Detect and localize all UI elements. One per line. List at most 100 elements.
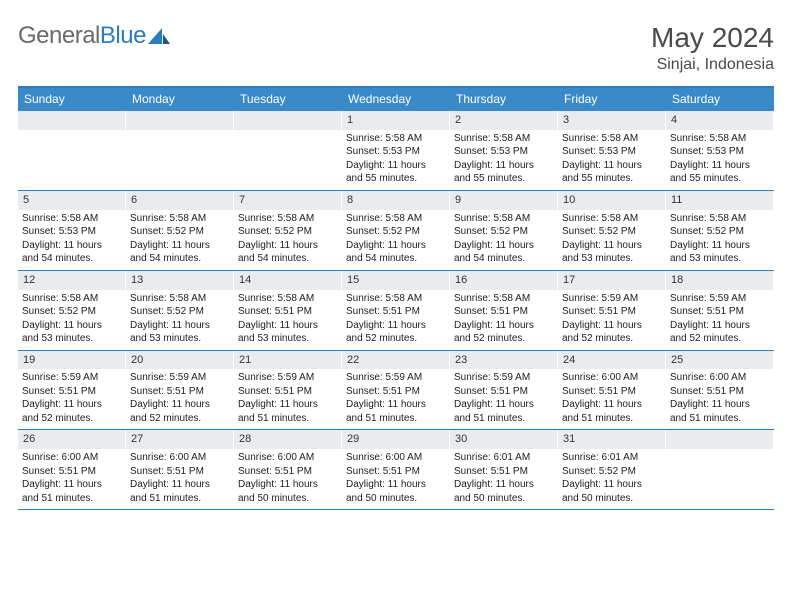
day-number: 29 xyxy=(342,430,449,449)
sunset-text: Sunset: 5:51 PM xyxy=(346,465,445,479)
day-number: 9 xyxy=(450,191,557,210)
daylight-text: Daylight: 11 hours and 51 minutes. xyxy=(238,398,337,425)
day-cell: 28Sunrise: 6:00 AMSunset: 5:51 PMDayligh… xyxy=(234,430,342,509)
sunset-text: Sunset: 5:51 PM xyxy=(130,465,229,479)
sunset-text: Sunset: 5:52 PM xyxy=(238,225,337,239)
sunrise-text: Sunrise: 5:59 AM xyxy=(238,371,337,385)
daylight-text: Daylight: 11 hours and 50 minutes. xyxy=(346,478,445,505)
day-number: 26 xyxy=(18,430,125,449)
day-details: Sunrise: 6:00 AMSunset: 5:51 PMDaylight:… xyxy=(558,371,665,425)
sunset-text: Sunset: 5:53 PM xyxy=(346,145,445,159)
day-cell: 2 Sunrise: 5:58 AMSunset: 5:53 PMDaylight… xyxy=(450,111,558,190)
sunset-text: Sunset: 5:53 PM xyxy=(22,225,121,239)
daylight-text: Daylight: 11 hours and 54 minutes. xyxy=(346,239,445,266)
sunrise-text: Sunrise: 5:58 AM xyxy=(562,132,661,146)
day-number-empty xyxy=(666,430,773,449)
logo: GeneralBlue xyxy=(18,22,170,50)
day-number: 1 xyxy=(342,111,449,130)
daylight-text: Daylight: 11 hours and 51 minutes. xyxy=(670,398,769,425)
day-cell: 23Sunrise: 5:59 AMSunset: 5:51 PMDayligh… xyxy=(450,351,558,430)
day-cell: 21Sunrise: 5:59 AMSunset: 5:51 PMDayligh… xyxy=(234,351,342,430)
sunset-text: Sunset: 5:53 PM xyxy=(562,145,661,159)
logo-text-gray: General xyxy=(18,22,100,50)
sunrise-text: Sunrise: 5:58 AM xyxy=(346,292,445,306)
daylight-text: Daylight: 11 hours and 53 minutes. xyxy=(130,319,229,346)
day-details: Sunrise: 5:59 AMSunset: 5:51 PMDaylight:… xyxy=(558,292,665,346)
day-number: 6 xyxy=(126,191,233,210)
day-details: Sunrise: 5:58 AMSunset: 5:52 PMDaylight:… xyxy=(234,212,341,266)
day-details: Sunrise: 5:58 AMSunset: 5:51 PMDaylight:… xyxy=(342,292,449,346)
day-number: 2 xyxy=(450,111,557,130)
daylight-text: Daylight: 11 hours and 52 minutes. xyxy=(562,319,661,346)
day-number: 15 xyxy=(342,271,449,290)
sunset-text: Sunset: 5:52 PM xyxy=(346,225,445,239)
day-number: 22 xyxy=(342,351,449,370)
daylight-text: Daylight: 11 hours and 50 minutes. xyxy=(454,478,553,505)
day-cell xyxy=(126,111,234,190)
daylight-text: Daylight: 11 hours and 55 minutes. xyxy=(454,159,553,186)
day-number: 4 xyxy=(666,111,773,130)
sunset-text: Sunset: 5:51 PM xyxy=(130,385,229,399)
daylight-text: Daylight: 11 hours and 51 minutes. xyxy=(130,478,229,505)
sunset-text: Sunset: 5:53 PM xyxy=(454,145,553,159)
day-details: Sunrise: 6:01 AMSunset: 5:52 PMDaylight:… xyxy=(558,451,665,505)
day-number: 8 xyxy=(342,191,449,210)
calendar-body: 1Sunrise: 5:58 AMSunset: 5:53 PMDaylight… xyxy=(18,111,774,510)
sunset-text: Sunset: 5:51 PM xyxy=(346,305,445,319)
day-number: 31 xyxy=(558,430,665,449)
sunrise-text: Sunrise: 5:58 AM xyxy=(562,212,661,226)
day-cell: 6Sunrise: 5:58 AMSunset: 5:52 PMDaylight… xyxy=(126,191,234,270)
day-details: Sunrise: 6:01 AMSunset: 5:51 PMDaylight:… xyxy=(450,451,557,505)
sunset-text: Sunset: 5:51 PM xyxy=(238,465,337,479)
day-number: 27 xyxy=(126,430,233,449)
daylight-text: Daylight: 11 hours and 55 minutes. xyxy=(562,159,661,186)
day-header: Thursday xyxy=(450,88,558,111)
sunrise-text: Sunrise: 6:00 AM xyxy=(22,451,121,465)
sunset-text: Sunset: 5:51 PM xyxy=(454,465,553,479)
sunrise-text: Sunrise: 5:58 AM xyxy=(346,212,445,226)
day-details: Sunrise: 5:58 AMSunset: 5:53 PMDaylight:… xyxy=(342,132,449,186)
daylight-text: Daylight: 11 hours and 52 minutes. xyxy=(22,398,121,425)
day-details: Sunrise: 5:59 AMSunset: 5:51 PMDaylight:… xyxy=(342,371,449,425)
day-number: 23 xyxy=(450,351,557,370)
day-details: Sunrise: 5:58 AMSunset: 5:52 PMDaylight:… xyxy=(18,292,125,346)
calendar-week: 19Sunrise: 5:59 AMSunset: 5:51 PMDayligh… xyxy=(18,351,774,431)
day-cell: 10Sunrise: 5:58 AMSunset: 5:52 PMDayligh… xyxy=(558,191,666,270)
calendar-week: 5Sunrise: 5:58 AMSunset: 5:53 PMDaylight… xyxy=(18,191,774,271)
day-details: Sunrise: 6:00 AMSunset: 5:51 PMDaylight:… xyxy=(342,451,449,505)
day-cell: 27Sunrise: 6:00 AMSunset: 5:51 PMDayligh… xyxy=(126,430,234,509)
day-cell: 26 Sunrise: 6:00 AMSunset: 5:51 PMDayligh… xyxy=(18,430,126,509)
sunrise-text: Sunrise: 5:58 AM xyxy=(130,212,229,226)
sunset-text: Sunset: 5:52 PM xyxy=(670,225,769,239)
day-number: 24 xyxy=(558,351,665,370)
day-cell: 5 Sunrise: 5:58 AMSunset: 5:53 PMDaylight… xyxy=(18,191,126,270)
daylight-text: Daylight: 11 hours and 52 minutes. xyxy=(670,319,769,346)
logo-sail-icon xyxy=(148,26,170,49)
header: GeneralBlue May 2024 Sinjai, Indonesia xyxy=(18,22,774,74)
day-details: Sunrise: 5:58 AMSunset: 5:53 PMDaylight:… xyxy=(18,212,125,266)
sunset-text: Sunset: 5:51 PM xyxy=(454,305,553,319)
title-area: May 2024 Sinjai, Indonesia xyxy=(651,22,774,74)
day-cell: 13Sunrise: 5:58 AMSunset: 5:52 PMDayligh… xyxy=(126,271,234,350)
day-cell: 19Sunrise: 5:59 AMSunset: 5:51 PMDayligh… xyxy=(18,351,126,430)
day-cell: 17 Sunrise: 5:59 AMSunset: 5:51 PMDayligh… xyxy=(558,271,666,350)
day-cell: 14Sunrise: 5:58 AMSunset: 5:51 PMDayligh… xyxy=(234,271,342,350)
sunrise-text: Sunrise: 5:59 AM xyxy=(130,371,229,385)
daylight-text: Daylight: 11 hours and 55 minutes. xyxy=(670,159,769,186)
day-number: 25 xyxy=(666,351,773,370)
day-cell: 20Sunrise: 5:59 AMSunset: 5:51 PMDayligh… xyxy=(126,351,234,430)
month-title: May 2024 xyxy=(651,22,774,54)
sunrise-text: Sunrise: 5:59 AM xyxy=(670,292,769,306)
day-number: 5 xyxy=(18,191,125,210)
daylight-text: Daylight: 11 hours and 52 minutes. xyxy=(346,319,445,346)
daylight-text: Daylight: 11 hours and 53 minutes. xyxy=(22,319,121,346)
sunrise-text: Sunrise: 5:58 AM xyxy=(22,292,121,306)
daylight-text: Daylight: 11 hours and 51 minutes. xyxy=(346,398,445,425)
day-details: Sunrise: 6:00 AMSunset: 5:51 PMDaylight:… xyxy=(18,451,125,505)
day-cell xyxy=(234,111,342,190)
day-number: 17 xyxy=(558,271,665,290)
day-number: 20 xyxy=(126,351,233,370)
day-details: Sunrise: 5:58 AMSunset: 5:51 PMDaylight:… xyxy=(450,292,557,346)
day-cell: 3Sunrise: 5:58 AMSunset: 5:53 PMDaylight… xyxy=(558,111,666,190)
sunrise-text: Sunrise: 5:58 AM xyxy=(454,132,553,146)
